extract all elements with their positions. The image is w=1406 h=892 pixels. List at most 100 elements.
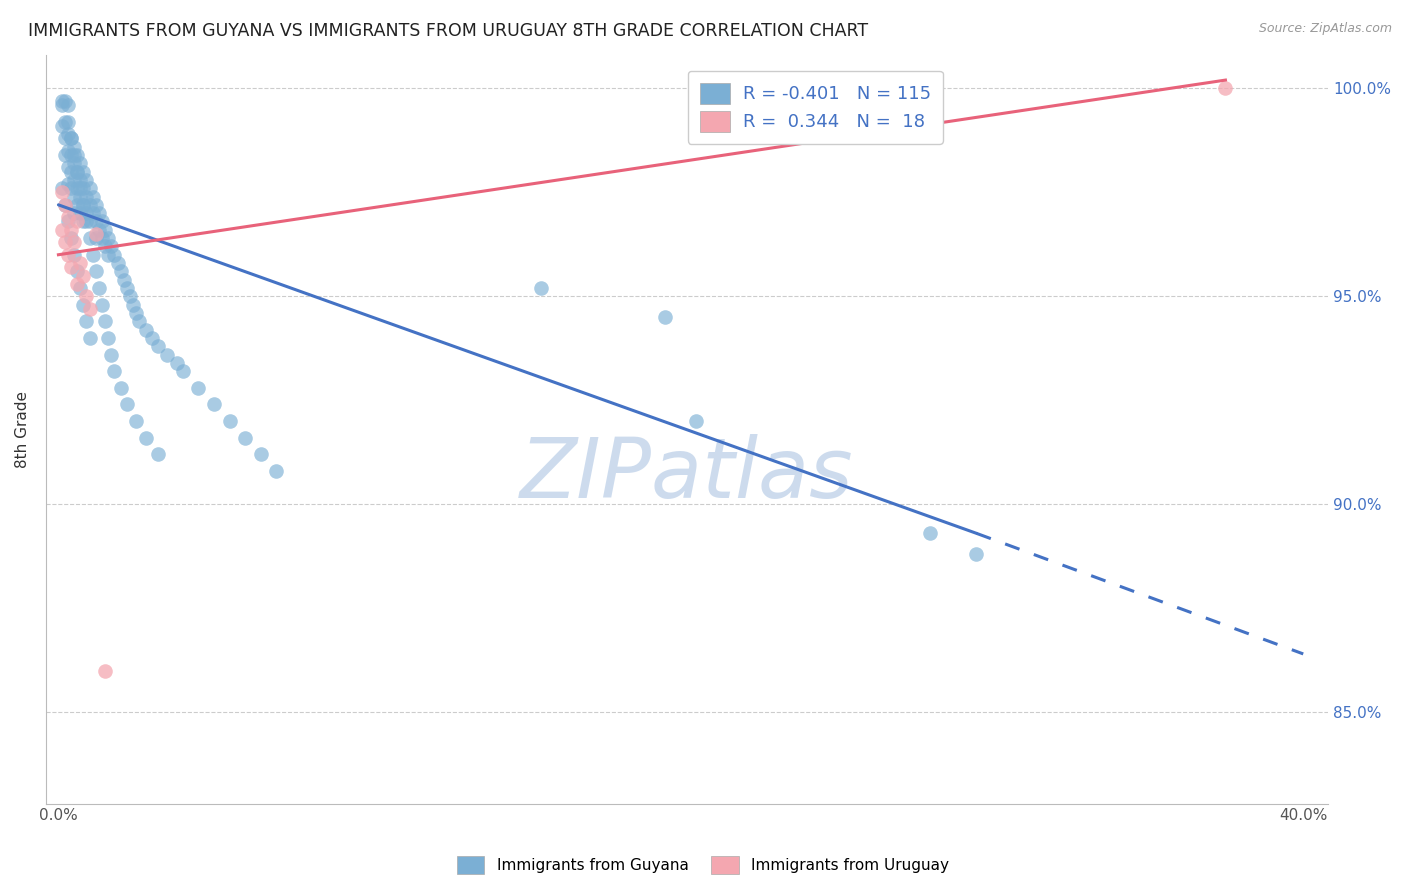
Point [141,331,163,345]
Point [63,173,86,187]
Point [94,239,117,253]
Point [79,331,101,345]
Point [63,248,86,262]
Point [59,223,82,237]
Point [56,248,79,262]
Point [63,189,86,203]
Point [66,277,89,291]
Point [103,364,125,378]
Point [51,98,73,112]
Point [82,248,104,262]
Point [72,268,94,283]
Point [63,156,86,170]
Point [53,198,76,212]
Point [51,186,73,200]
Point [69,173,91,187]
Point [135,431,157,445]
Point [72,181,94,195]
Point [56,161,79,175]
Point [63,148,86,162]
Point [72,214,94,228]
Point [51,119,73,133]
Point [84,231,107,245]
Point [59,131,82,145]
Point [56,98,79,112]
Point [264,464,287,478]
Point [82,206,104,220]
Point [63,235,86,250]
Point [75,314,97,328]
Point [115,281,138,295]
Point [87,206,110,220]
Point [66,214,89,228]
Point [654,310,676,325]
Point [110,264,132,278]
Point [66,164,89,178]
Point [87,281,110,295]
Point [94,314,117,328]
Point [72,298,94,312]
Point [69,156,91,170]
Point [66,148,89,162]
Point [75,189,97,203]
Point [75,289,97,303]
Point [966,547,988,561]
Point [56,211,79,225]
Point [91,298,114,312]
Point [94,664,117,678]
Point [66,181,89,195]
Point [79,214,101,228]
Point [128,314,150,328]
Text: Source: ZipAtlas.com: Source: ZipAtlas.com [1258,22,1392,36]
Point [103,248,125,262]
Point [72,198,94,212]
Point [84,214,107,228]
Point [100,347,122,361]
Point [56,144,79,158]
Point [249,447,271,461]
Point [63,139,86,153]
Point [146,447,169,461]
Point [156,347,179,361]
Point [56,214,79,228]
Point [166,356,188,370]
Point [97,248,120,262]
Point [135,322,157,336]
Point [66,198,89,212]
Point [66,164,89,178]
Point [51,223,73,237]
Point [125,414,148,428]
Point [122,298,145,312]
Point [146,339,169,353]
Point [59,164,82,178]
Point [91,214,114,228]
Point [84,264,107,278]
Point [84,198,107,212]
Point [53,148,76,162]
Point [59,260,82,275]
Point [94,223,117,237]
Point [63,206,86,220]
Point [187,381,209,395]
Point [53,235,76,250]
Point [1215,81,1237,95]
Text: ZIPatlas: ZIPatlas [520,434,853,515]
Point [115,397,138,411]
Legend: R = -0.401   N = 115, R =  0.344   N =  18: R = -0.401 N = 115, R = 0.344 N = 18 [688,71,942,144]
Point [118,289,141,303]
Point [53,94,76,108]
Point [51,181,73,195]
Point [59,181,82,195]
Point [97,231,120,245]
Point [75,214,97,228]
Point [75,206,97,220]
Point [84,227,107,241]
Point [75,173,97,187]
Point [56,177,79,191]
Point [202,397,225,411]
Point [69,206,91,220]
Point [53,114,76,128]
Point [82,189,104,203]
Point [53,198,76,212]
Point [59,231,82,245]
